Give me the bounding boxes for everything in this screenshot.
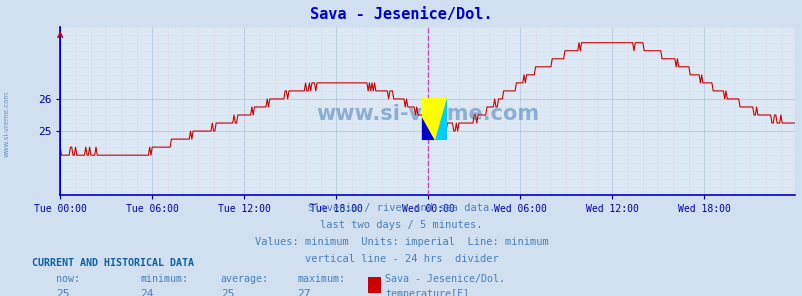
Text: Slovenia / river and sea data.: Slovenia / river and sea data.	[307, 203, 495, 213]
Text: Sava - Jesenice/Dol.: Sava - Jesenice/Dol.	[385, 274, 504, 284]
Text: 25: 25	[221, 289, 234, 296]
Text: Values: minimum  Units: imperial  Line: minimum: Values: minimum Units: imperial Line: mi…	[254, 237, 548, 247]
Text: temperature[F]: temperature[F]	[385, 289, 469, 296]
Bar	[421, 98, 447, 140]
Text: 25: 25	[56, 289, 70, 296]
Text: last two days / 5 minutes.: last two days / 5 minutes.	[320, 220, 482, 230]
Text: average:: average:	[221, 274, 269, 284]
Text: maximum:: maximum:	[297, 274, 345, 284]
Text: 24: 24	[140, 289, 154, 296]
Polygon shape	[434, 98, 447, 140]
Text: www.si-vreme.com: www.si-vreme.com	[3, 91, 10, 157]
Text: 27: 27	[297, 289, 310, 296]
Text: www.si-vreme.com: www.si-vreme.com	[316, 104, 538, 124]
Text: Sava - Jesenice/Dol.: Sava - Jesenice/Dol.	[310, 7, 492, 22]
Text: vertical line - 24 hrs  divider: vertical line - 24 hrs divider	[304, 254, 498, 264]
Text: now:: now:	[56, 274, 80, 284]
Text: minimum:: minimum:	[140, 274, 188, 284]
Polygon shape	[421, 117, 434, 140]
Text: CURRENT AND HISTORICAL DATA: CURRENT AND HISTORICAL DATA	[32, 258, 194, 268]
